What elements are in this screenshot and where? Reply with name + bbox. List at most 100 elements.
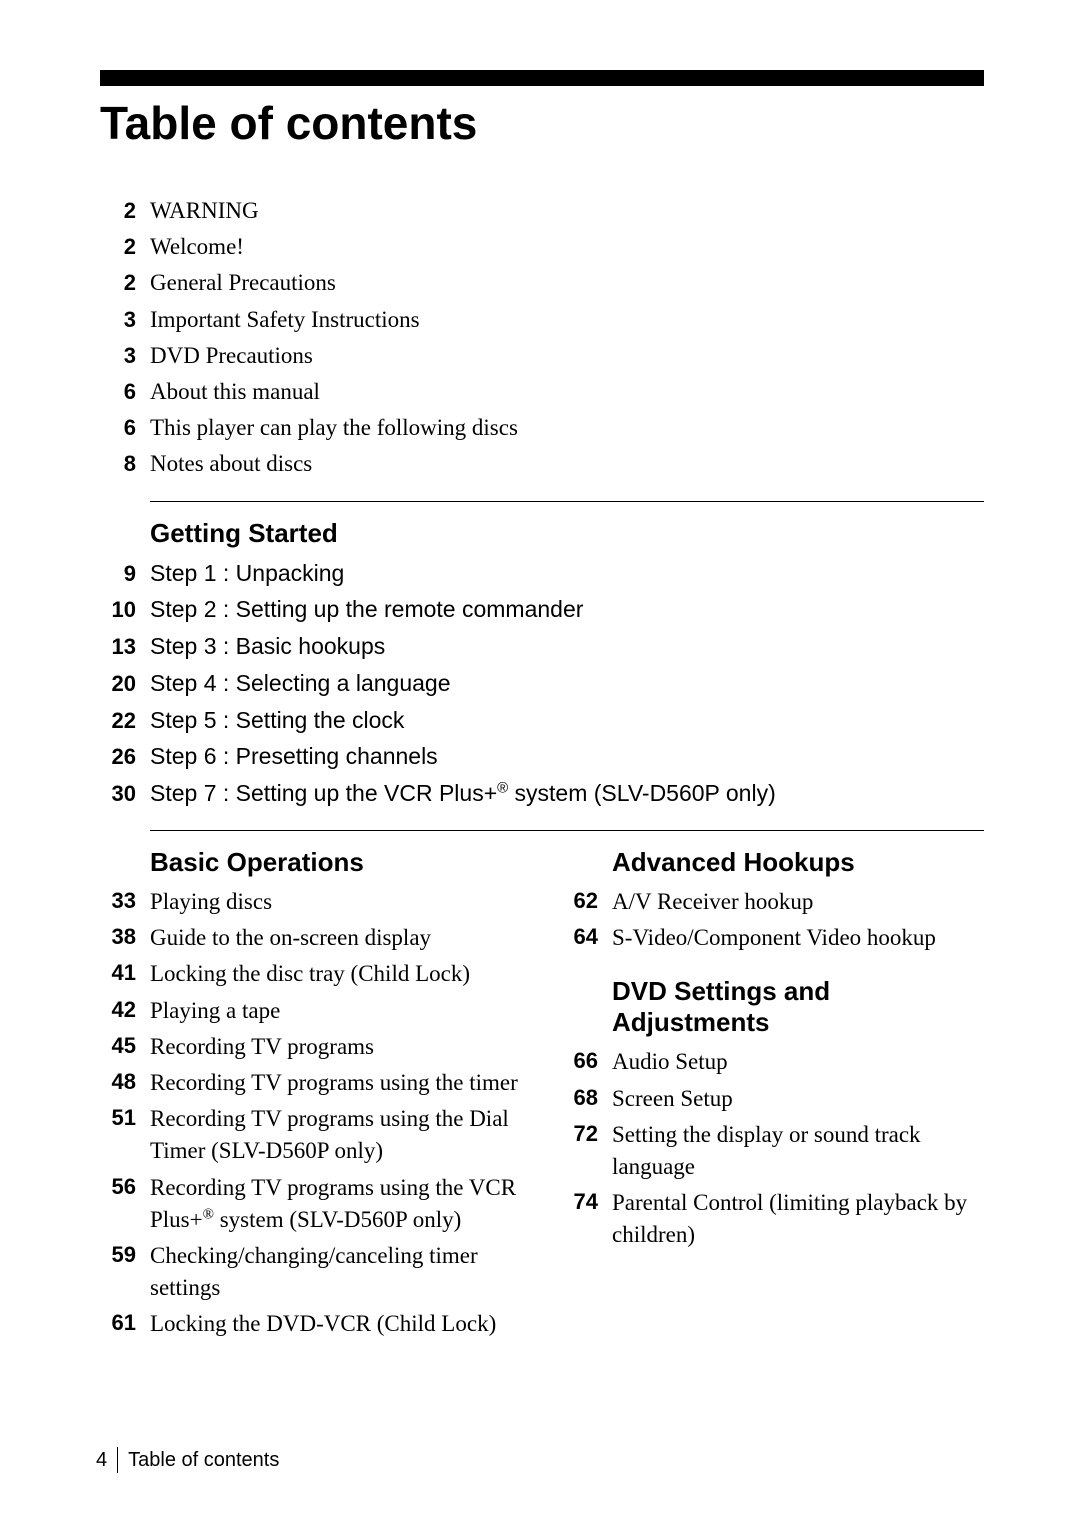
toc-title: Recording TV programs using the Dial Tim… xyxy=(150,1103,522,1167)
toc-page-number: 2 xyxy=(100,232,136,263)
intro-section: 2WARNING2Welcome!2General Precautions3Im… xyxy=(100,195,984,481)
toc-entry: 26Step 6 : Presetting channels xyxy=(100,740,984,773)
toc-title: Notes about discs xyxy=(150,448,312,480)
toc-title: Welcome! xyxy=(150,231,244,263)
toc-page-number: 51 xyxy=(100,1103,136,1134)
toc-entry: 51 Recording TV programs using the Dial T… xyxy=(100,1103,522,1167)
toc-entry: 2 Welcome! xyxy=(100,231,984,263)
toc-page-number: 30 xyxy=(100,779,136,810)
section-heading-getting-started: Getting Started xyxy=(150,518,984,549)
toc-entry: 13 Step 3 : Basic hookups xyxy=(100,630,984,663)
toc-page-number: 38 xyxy=(100,922,136,953)
toc-page-number: 22 xyxy=(100,706,136,737)
toc-entry: 56Recording TV programs using the VCR Pl… xyxy=(100,1172,522,1236)
toc-title: Audio Setup xyxy=(612,1046,984,1078)
toc-title: Locking the disc tray (Child Lock) xyxy=(150,958,522,990)
toc-title: Step 5 : Setting the clock xyxy=(150,704,404,736)
toc-title: General Precautions xyxy=(150,267,336,299)
toc-page-number: 48 xyxy=(100,1067,136,1098)
toc-title: Recording TV programs xyxy=(150,1031,522,1063)
toc-page-number: 59 xyxy=(100,1240,136,1271)
two-column-layout: Basic Operations 33Playing discs38Guide … xyxy=(100,847,984,1360)
toc-entry: 8 Notes about discs xyxy=(100,448,984,480)
toc-title: DVD Precautions xyxy=(150,340,313,372)
toc-entry: 38 Guide to the on-screen display xyxy=(100,922,522,954)
toc-entry: 20 Step 4 : Selecting a language xyxy=(100,667,984,700)
toc-title: Important Safety Instructions xyxy=(150,304,420,336)
toc-entry: 10 Step 2 : Setting up the remote command… xyxy=(100,593,984,626)
toc-page-number: 66 xyxy=(562,1046,598,1077)
toc-page-number: 72 xyxy=(562,1119,598,1150)
toc-page-number: 9 xyxy=(100,559,136,590)
toc-entry: 41Locking the disc tray (Child Lock) xyxy=(100,958,522,990)
toc-page-number: 33 xyxy=(100,886,136,917)
toc-page-number: 56 xyxy=(100,1172,136,1203)
toc-title: This player can play the following discs xyxy=(150,412,518,444)
toc-entry: 2WARNING xyxy=(100,195,984,227)
toc-title: Guide to the on-screen display xyxy=(150,922,522,954)
toc-entry: 64S-Video/Component Video hookup xyxy=(562,922,984,954)
toc-entry: 3 DVD Precautions xyxy=(100,340,984,372)
toc-page-number: 8 xyxy=(100,449,136,480)
toc-title: Step 4 : Selecting a language xyxy=(150,667,451,699)
toc-page-number: 6 xyxy=(100,377,136,408)
toc-page-number: 42 xyxy=(100,995,136,1026)
toc-title: Step 1 : Unpacking xyxy=(150,557,344,589)
getting-started-section: Getting Started 9 Step 1 : Unpacking 10 Ste… xyxy=(100,518,984,811)
toc-page-number: 62 xyxy=(562,886,598,917)
section-heading-advanced-hookups: Advanced Hookups xyxy=(612,847,984,878)
page-footer: 4 Table of contents xyxy=(96,1447,279,1473)
toc-page-number: 64 xyxy=(562,922,598,953)
toc-title: Step 3 : Basic hookups xyxy=(150,630,385,662)
toc-entry: 9 Step 1 : Unpacking xyxy=(100,557,984,590)
toc-entry: 62 A/V Receiver hookup xyxy=(562,886,984,918)
toc-title: Screen Setup xyxy=(612,1083,984,1115)
toc-page-number: 68 xyxy=(562,1083,598,1114)
toc-entry: 68 Screen Setup xyxy=(562,1083,984,1115)
footer-divider xyxy=(117,1447,118,1473)
toc-title: Checking/changing/canceling timer settin… xyxy=(150,1240,522,1304)
toc-page-number: 45 xyxy=(100,1031,136,1062)
toc-page-number: 10 xyxy=(100,595,136,626)
toc-entry: 6 About this manual xyxy=(100,376,984,408)
toc-entry: 3Important Safety Instructions xyxy=(100,304,984,336)
toc-page-number: 61 xyxy=(100,1308,136,1339)
toc-title: A/V Receiver hookup xyxy=(612,886,984,918)
left-column: Basic Operations 33Playing discs38Guide … xyxy=(100,847,522,1360)
toc-page-number: 26 xyxy=(100,742,136,773)
toc-page-number: 74 xyxy=(562,1187,598,1218)
toc-entry: 74 Parental Control (limiting playback by… xyxy=(562,1187,984,1251)
toc-page-number: 13 xyxy=(100,632,136,663)
toc-entry: 61 Locking the DVD-VCR (Child Lock) xyxy=(100,1308,522,1340)
toc-title: Recording TV programs using the timer xyxy=(150,1067,522,1099)
toc-entry: 2 General Precautions xyxy=(100,267,984,299)
toc-entry: 42 Playing a tape xyxy=(100,995,522,1027)
toc-title: Step 2 : Setting up the remote commander xyxy=(150,593,583,625)
toc-entry: 72 Setting the display or sound track lan… xyxy=(562,1119,984,1183)
toc-page-number: 20 xyxy=(100,669,136,700)
toc-entry: 66 Audio Setup xyxy=(562,1046,984,1078)
title-bar xyxy=(100,70,984,86)
toc-entry: 30 Step 7 : Setting up the VCR Plus+® sys… xyxy=(100,777,984,810)
toc-title: Step 7 : Setting up the VCR Plus+® syste… xyxy=(150,777,776,809)
footer-page-number: 4 xyxy=(96,1449,107,1472)
toc-title: About this manual xyxy=(150,376,320,408)
toc-title: Locking the DVD-VCR (Child Lock) xyxy=(150,1308,522,1340)
footer-label: Table of contents xyxy=(128,1449,279,1472)
toc-entry: 45 Recording TV programs xyxy=(100,1031,522,1063)
page-title: Table of contents xyxy=(100,96,984,150)
toc-title: Playing discs xyxy=(150,886,522,918)
section-heading-dvd-settings: DVD Settings and Adjustments xyxy=(612,976,984,1038)
toc-title: Setting the display or sound track langu… xyxy=(612,1119,984,1183)
toc-page-number: 2 xyxy=(100,196,136,227)
toc-entry: 6 This player can play the following disc… xyxy=(100,412,984,444)
right-column: Advanced Hookups 62 A/V Receiver hookup 64… xyxy=(562,847,984,1360)
toc-page-number: 2 xyxy=(100,268,136,299)
toc-page-number: 6 xyxy=(100,413,136,444)
toc-title: Playing a tape xyxy=(150,995,522,1027)
toc-entry: 48 Recording TV programs using the timer xyxy=(100,1067,522,1099)
toc-page-number: 3 xyxy=(100,341,136,372)
toc-title: Parental Control (limiting playback by c… xyxy=(612,1187,984,1251)
divider xyxy=(150,501,984,502)
toc-entry: 33 Playing discs xyxy=(100,886,522,918)
